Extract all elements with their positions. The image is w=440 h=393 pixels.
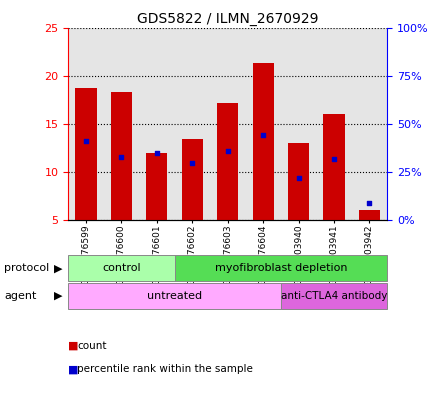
Bar bbox=[175, 28, 210, 220]
Title: GDS5822 / ILMN_2670929: GDS5822 / ILMN_2670929 bbox=[137, 13, 319, 26]
Bar bbox=[253, 63, 274, 220]
Text: percentile rank within the sample: percentile rank within the sample bbox=[77, 364, 253, 375]
Bar bbox=[182, 139, 203, 220]
Text: anti-CTLA4 antibody: anti-CTLA4 antibody bbox=[281, 291, 387, 301]
Point bbox=[366, 200, 373, 206]
Bar bbox=[111, 92, 132, 220]
Text: control: control bbox=[102, 263, 141, 273]
Bar bbox=[68, 283, 281, 309]
Bar bbox=[281, 28, 316, 220]
Point bbox=[224, 148, 231, 154]
Point bbox=[153, 149, 160, 156]
Text: agent: agent bbox=[4, 291, 37, 301]
Bar bbox=[68, 28, 104, 220]
Bar bbox=[316, 28, 352, 220]
Text: myofibroblast depletion: myofibroblast depletion bbox=[215, 263, 347, 273]
Bar bbox=[175, 255, 387, 281]
Text: ■: ■ bbox=[68, 364, 79, 375]
Bar bbox=[359, 211, 380, 220]
Bar bbox=[217, 103, 238, 220]
Point bbox=[330, 156, 337, 163]
Bar bbox=[288, 143, 309, 220]
Bar bbox=[104, 28, 139, 220]
Text: count: count bbox=[77, 341, 106, 351]
Bar bbox=[139, 28, 175, 220]
Bar bbox=[210, 28, 246, 220]
Text: untreated: untreated bbox=[147, 291, 202, 301]
Point bbox=[82, 138, 89, 144]
Text: ▶: ▶ bbox=[54, 263, 62, 273]
Text: ▶: ▶ bbox=[54, 291, 62, 301]
Point bbox=[295, 174, 302, 181]
Bar bbox=[352, 28, 387, 220]
Point bbox=[118, 154, 125, 161]
Point bbox=[260, 132, 267, 138]
Bar bbox=[323, 114, 345, 220]
Bar bbox=[75, 88, 96, 220]
Bar bbox=[281, 283, 387, 309]
Point bbox=[189, 160, 196, 166]
Text: ■: ■ bbox=[68, 341, 79, 351]
Text: protocol: protocol bbox=[4, 263, 50, 273]
Bar bbox=[246, 28, 281, 220]
Bar bbox=[146, 152, 168, 220]
Bar bbox=[68, 255, 175, 281]
